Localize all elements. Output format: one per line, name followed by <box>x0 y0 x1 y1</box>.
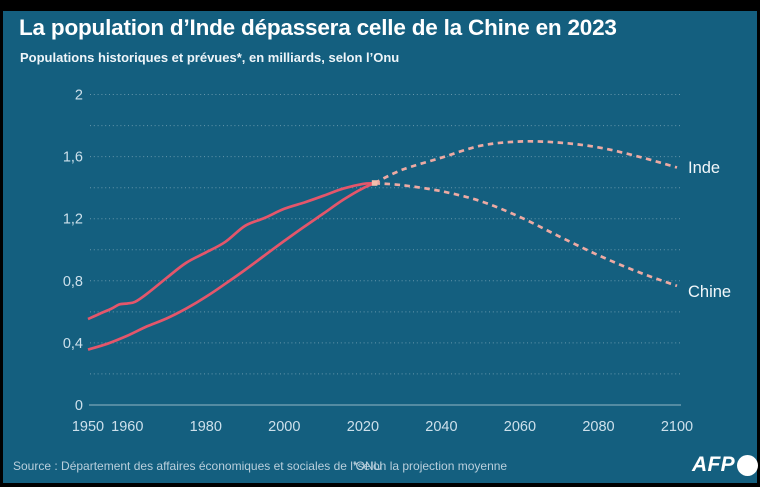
footnote-text: *selon la projection moyenne <box>353 459 508 473</box>
x-tick-label: 2060 <box>504 419 536 435</box>
page-title: La population d’Inde dépassera celle de … <box>19 15 617 40</box>
series-label-chine: Chine <box>688 283 732 301</box>
card-background <box>3 11 757 483</box>
x-tick-label: 2080 <box>582 419 614 435</box>
series-label-inde: Inde <box>688 159 721 177</box>
y-tick-label: 0,8 <box>63 274 83 290</box>
series-line-chine-historique <box>87 181 375 321</box>
series-line-chine-projection <box>374 181 678 288</box>
junction-marker <box>371 180 378 186</box>
x-tick-label: 2100 <box>661 419 693 435</box>
y-tick-label: 1,6 <box>63 150 83 166</box>
y-tick-label: 2 <box>75 88 83 104</box>
x-tick-label: 1960 <box>111 419 143 435</box>
series-line-inde-projection <box>374 139 678 185</box>
x-tick-label: 2000 <box>268 419 300 435</box>
y-tick-label: 0 <box>75 398 83 414</box>
source-text: Source : Département des affaires économ… <box>13 459 383 473</box>
x-tick-label: 1950 <box>72 419 104 435</box>
y-tick-label: 1,2 <box>63 212 83 228</box>
afp-logo-text: AFP <box>692 453 735 476</box>
x-tick-label: 2020 <box>347 419 379 435</box>
x-tick-label: 2040 <box>425 419 457 435</box>
chart-subtitle: Populations historiques et prévues*, en … <box>20 50 400 65</box>
series-line-inde-historique <box>87 181 376 351</box>
x-tick-label: 1980 <box>190 419 222 435</box>
y-tick-label: 0,4 <box>63 336 83 352</box>
afp-logo-circle-icon <box>736 454 758 476</box>
afp-logo: AFP <box>692 453 758 477</box>
